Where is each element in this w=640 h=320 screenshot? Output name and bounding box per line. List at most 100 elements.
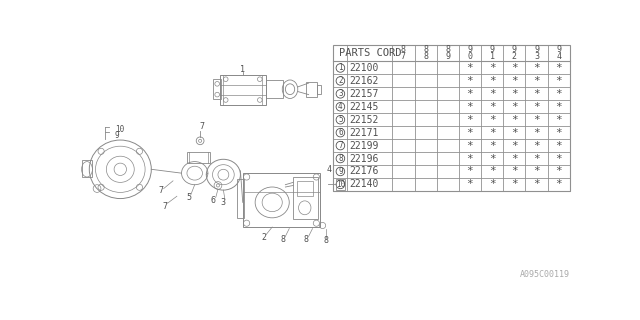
- Text: *: *: [533, 166, 540, 176]
- Text: 8: 8: [401, 45, 406, 54]
- Text: *: *: [533, 89, 540, 99]
- Text: 9: 9: [445, 52, 451, 61]
- Text: *: *: [511, 89, 518, 99]
- Text: 22176: 22176: [349, 166, 379, 176]
- Text: 9: 9: [556, 45, 561, 54]
- Text: *: *: [556, 115, 562, 125]
- Text: 5: 5: [338, 115, 342, 124]
- Bar: [266, 80, 283, 99]
- Text: *: *: [556, 128, 562, 138]
- Text: *: *: [489, 89, 495, 99]
- Text: 7: 7: [159, 186, 164, 195]
- Text: *: *: [556, 89, 562, 99]
- Text: *: *: [511, 166, 518, 176]
- Text: A095C00119: A095C00119: [520, 270, 570, 279]
- Text: 7: 7: [338, 141, 342, 150]
- Bar: [237, 179, 244, 218]
- Bar: [220, 75, 266, 105]
- Bar: [307, 82, 317, 97]
- Text: 2: 2: [512, 52, 517, 61]
- Text: 3: 3: [338, 89, 342, 98]
- Text: *: *: [556, 140, 562, 151]
- Bar: [243, 173, 320, 227]
- Text: *: *: [467, 180, 474, 189]
- Text: 9: 9: [467, 45, 472, 54]
- Text: 8: 8: [445, 45, 451, 54]
- Text: *: *: [467, 128, 474, 138]
- Text: *: *: [489, 63, 495, 73]
- Bar: [297, 181, 312, 196]
- Text: *: *: [489, 154, 495, 164]
- Text: 9: 9: [512, 45, 517, 54]
- Text: *: *: [533, 63, 540, 73]
- Bar: [333, 44, 570, 191]
- Bar: [81, 160, 92, 177]
- Text: 22157: 22157: [349, 89, 379, 99]
- Text: 22152: 22152: [349, 115, 379, 125]
- Text: *: *: [556, 102, 562, 112]
- Text: 8: 8: [323, 236, 328, 245]
- Text: *: *: [489, 166, 495, 176]
- Text: *: *: [533, 115, 540, 125]
- Text: 4: 4: [338, 102, 342, 111]
- Text: *: *: [556, 63, 562, 73]
- Text: *: *: [533, 154, 540, 164]
- Text: *: *: [467, 140, 474, 151]
- Text: 8: 8: [304, 235, 309, 244]
- Text: *: *: [533, 140, 540, 151]
- Bar: [317, 84, 321, 94]
- Text: *: *: [489, 140, 495, 151]
- Text: *: *: [467, 76, 474, 86]
- Text: *: *: [533, 128, 540, 138]
- Text: 7: 7: [200, 123, 205, 132]
- Text: 2: 2: [261, 233, 266, 242]
- Text: 22171: 22171: [349, 128, 379, 138]
- Text: *: *: [511, 115, 518, 125]
- Text: *: *: [489, 180, 495, 189]
- Text: *: *: [511, 180, 518, 189]
- Text: 8: 8: [338, 154, 342, 163]
- Text: 22145: 22145: [349, 102, 379, 112]
- Text: 22140: 22140: [349, 180, 379, 189]
- Bar: [187, 152, 210, 163]
- Text: 10: 10: [115, 125, 124, 134]
- Text: 5: 5: [186, 193, 191, 202]
- Text: 22162: 22162: [349, 76, 379, 86]
- Bar: [336, 179, 345, 190]
- Text: *: *: [467, 115, 474, 125]
- Text: 9: 9: [534, 45, 539, 54]
- Text: 1: 1: [490, 52, 495, 61]
- Text: *: *: [489, 76, 495, 86]
- Text: 22196: 22196: [349, 154, 379, 164]
- Text: *: *: [511, 154, 518, 164]
- Text: 9: 9: [490, 45, 495, 54]
- Text: *: *: [511, 63, 518, 73]
- Text: *: *: [511, 102, 518, 112]
- Text: *: *: [489, 102, 495, 112]
- Text: *: *: [556, 180, 562, 189]
- Text: 7: 7: [401, 52, 406, 61]
- Text: 9: 9: [115, 131, 120, 140]
- Text: *: *: [511, 140, 518, 151]
- Text: *: *: [489, 128, 495, 138]
- Text: *: *: [467, 63, 474, 73]
- Text: *: *: [467, 102, 474, 112]
- Text: 0: 0: [467, 52, 472, 61]
- Text: *: *: [489, 115, 495, 125]
- Text: 6: 6: [338, 128, 342, 137]
- Text: 4: 4: [327, 165, 332, 174]
- Text: *: *: [511, 76, 518, 86]
- Text: 6: 6: [211, 196, 216, 205]
- Text: *: *: [556, 166, 562, 176]
- Bar: [293, 177, 318, 219]
- Text: 4: 4: [556, 52, 561, 61]
- Text: 22199: 22199: [349, 140, 379, 151]
- Bar: [213, 79, 221, 99]
- Text: *: *: [467, 154, 474, 164]
- Text: 22100: 22100: [349, 63, 379, 73]
- Text: 10: 10: [336, 180, 345, 189]
- Text: 8: 8: [423, 45, 428, 54]
- Text: 1: 1: [240, 65, 245, 74]
- Text: 8: 8: [280, 235, 285, 244]
- Text: *: *: [467, 89, 474, 99]
